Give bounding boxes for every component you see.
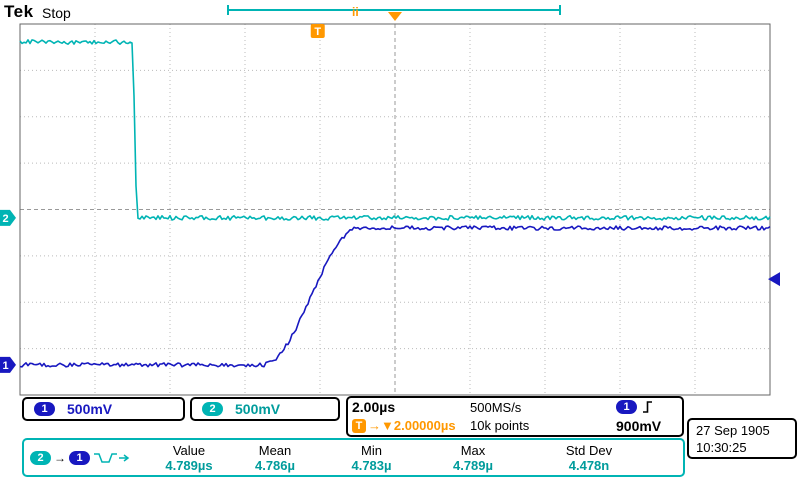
measurement-header-min: Min bbox=[361, 442, 382, 458]
ch1-scale-value: 500mV bbox=[67, 401, 113, 417]
ch2-scale-readout: 2 500mV bbox=[190, 397, 340, 421]
measurement-min: 4.783µ bbox=[351, 457, 392, 473]
measurement-bar: 2 → 1 Value Mean Min Max Std Dev 4.789µs… bbox=[22, 438, 685, 477]
ch1-badge: 1 bbox=[34, 402, 55, 416]
trigger-position-flag-label: T bbox=[314, 26, 321, 38]
date-value: 27 Sep 1905 bbox=[696, 422, 770, 438]
measurement-header-max: Max bbox=[460, 442, 486, 458]
ch2-scale-value: 500mV bbox=[235, 401, 281, 417]
record-length: 10k points bbox=[470, 418, 530, 434]
delay-measurement-icon bbox=[94, 452, 130, 463]
measurement-header-mean: Mean bbox=[258, 442, 292, 458]
horizontal-trigger-readout: 2.00µs 500MS/s 1 T →▼2.00000µs 10k point… bbox=[346, 396, 684, 437]
ch2-trace bbox=[19, 39, 771, 221]
measurement-stddev: 4.478n bbox=[568, 457, 610, 473]
trigger-position-flag-icon bbox=[310, 24, 325, 38]
measurement-value: 4.789µs bbox=[165, 457, 213, 473]
scope-display-svg: ii 2 1 T bbox=[0, 5, 780, 396]
sample-rate: 500MS/s bbox=[470, 399, 522, 415]
measurement-max: 4.789µ bbox=[452, 457, 494, 473]
record-view-label: ii bbox=[352, 5, 359, 19]
ch2-ground-marker-label: 2 bbox=[2, 213, 8, 225]
graticule-border bbox=[19, 23, 771, 396]
rising-edge-icon bbox=[643, 401, 652, 414]
datetime-readout: 27 Sep 1905 10:30:25 bbox=[687, 418, 797, 459]
expansion-point-marker-icon bbox=[388, 12, 402, 21]
acquisition-status: Stop bbox=[42, 5, 71, 21]
measurement-from-ch2-badge: 2 bbox=[30, 450, 51, 465]
ch1-ground-marker-icon bbox=[0, 356, 16, 373]
trigger-source-slope: 1 bbox=[616, 399, 678, 415]
measurement-mean: 4.786µ bbox=[254, 457, 296, 473]
measurement-header-stddev: Std Dev bbox=[565, 442, 613, 458]
time-value: 10:30:25 bbox=[696, 439, 747, 455]
measurement-to-ch1-badge: 1 bbox=[69, 450, 90, 465]
trigger-level-marker-icon bbox=[768, 272, 780, 287]
tek-logo: Tek bbox=[4, 2, 34, 21]
timebase-scale: 2.00µs bbox=[352, 399, 396, 416]
trigger-flag-badge: T bbox=[352, 418, 366, 433]
measurement-source: 2 → 1 bbox=[30, 441, 148, 474]
trigger-delay-readout: T →▼2.00000µs bbox=[352, 418, 470, 433]
ch1-ground-marker-label: 1 bbox=[2, 360, 8, 372]
ch2-badge: 2 bbox=[202, 402, 223, 416]
ch2-ground-marker-icon bbox=[0, 209, 16, 226]
trigger-delay-value: →▼2.00000µs bbox=[368, 418, 456, 434]
ch1-scale-readout: 1 500mV bbox=[22, 397, 185, 421]
trigger-source-badge: 1 bbox=[616, 400, 637, 415]
ch1-trace bbox=[19, 225, 771, 368]
arrow-icon: → bbox=[54, 450, 66, 465]
trigger-level-value: 900mV bbox=[616, 417, 662, 434]
measurement-header-value: Value bbox=[172, 442, 206, 458]
